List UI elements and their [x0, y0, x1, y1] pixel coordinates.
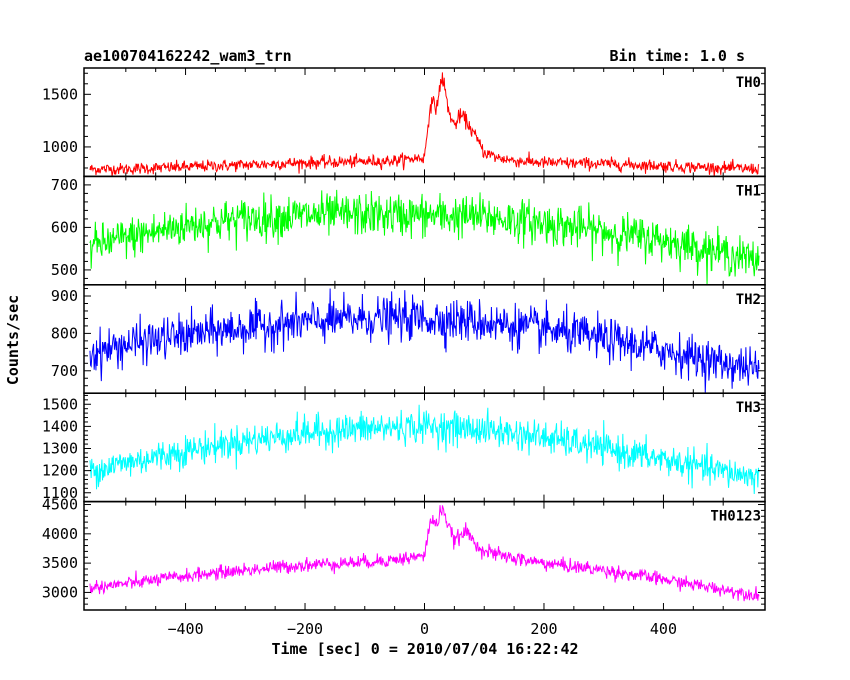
y-tick-label: 600 — [51, 218, 78, 236]
panel-label-th0123: TH0123 — [710, 509, 761, 525]
y-tick-label: 1000 — [42, 138, 78, 156]
panel-th2: 700 800 900 TH2 — [51, 284, 766, 394]
x-tick-label: −400 — [167, 620, 203, 638]
series-line-th3 — [89, 404, 760, 495]
panel-label-th3: TH3 — [736, 400, 761, 416]
y-tick-label: 1400 — [42, 417, 78, 435]
x-tick-label: −200 — [287, 620, 323, 638]
y-tick-label: 1200 — [42, 462, 78, 480]
chart-title: ae100704162242_wam3_trn — [84, 47, 292, 65]
series-line-th1 — [89, 189, 760, 285]
panel-label-th1: TH1 — [736, 183, 761, 199]
y-tick-label: 3000 — [42, 583, 78, 601]
x-tick-label: 0 — [420, 620, 429, 638]
panel-th3: 1100 1200 1300 1400 1500 TH3 — [42, 392, 766, 503]
x-axis-label: Time [sec] 0 = 2010/07/04 16:22:42 — [271, 640, 578, 658]
y-tick-label: 900 — [51, 287, 78, 305]
y-tick-label: 1300 — [42, 440, 78, 458]
panel-th0123: 3000 3500 4000 4500 TH0123 — [42, 496, 766, 611]
series-line-th2 — [89, 288, 760, 393]
series-line-th0 — [89, 72, 760, 177]
panel-frame — [83, 67, 766, 178]
y-tick-label: 4500 — [42, 496, 78, 514]
y-tick-label: 500 — [51, 261, 78, 279]
y-tick-label: 1500 — [42, 395, 78, 413]
series-line-th0123 — [89, 505, 760, 602]
y-axis-label: Counts/sec — [4, 295, 22, 385]
y-tick-label: 3500 — [42, 554, 78, 572]
y-tick-label: 800 — [51, 324, 78, 342]
y-tick-label: 1100 — [42, 484, 78, 502]
panel-th1: 500 600 700 TH1 — [51, 175, 766, 286]
y-tick-label: 700 — [51, 176, 78, 194]
bin-time-label: Bin time: 1.0 s — [610, 47, 745, 65]
panel-th0: 1000 1500 TH0 — [42, 67, 766, 178]
y-tick-label: 700 — [51, 362, 78, 380]
x-tick-label: 400 — [650, 620, 677, 638]
panel-label-th0: TH0 — [736, 75, 761, 91]
panel-label-th2: TH2 — [736, 292, 761, 308]
y-tick-label: 1500 — [42, 85, 78, 103]
y-tick-label: 4000 — [42, 525, 78, 543]
x-tick-label: 200 — [530, 620, 557, 638]
